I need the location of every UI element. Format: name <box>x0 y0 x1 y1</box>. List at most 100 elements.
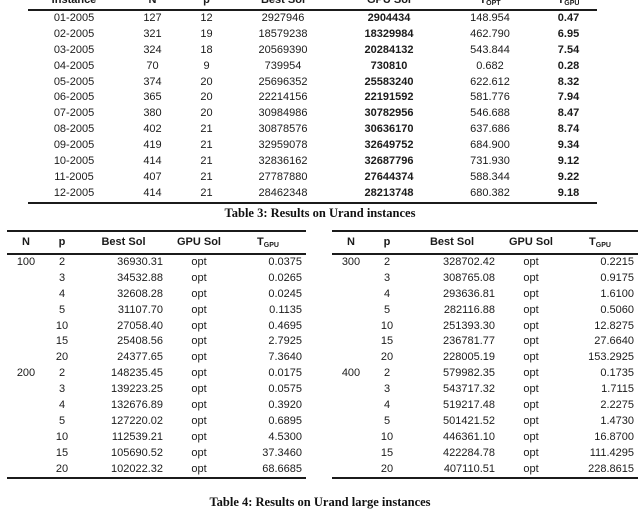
cell: opt <box>523 351 539 364</box>
table-row: 15 105690.52 opt 37.3460 <box>7 446 306 462</box>
cell: 8.74 <box>557 123 580 136</box>
cell: 3 <box>58 271 66 284</box>
cell: 2904434 <box>367 12 411 24</box>
table-row: 4 32608.28 opt 0.0245 <box>7 287 306 303</box>
cell <box>7 319 45 335</box>
cell: 32687796 <box>364 155 414 168</box>
cell <box>332 303 370 319</box>
table3-caption: Table 3: Results on Urand instances <box>224 206 416 220</box>
column-header: GPU Sol <box>366 0 411 6</box>
cell: 462.790 <box>470 27 510 40</box>
cell <box>7 350 45 366</box>
cell: 407110.51 <box>443 462 495 475</box>
cell: 15 <box>380 446 394 459</box>
table-row: 05-2005 374 20 25696352 25583240 622.612 8.32 <box>28 75 597 91</box>
cell: 20 <box>200 75 213 88</box>
cell: 01-2005 <box>53 12 95 24</box>
cell: 739954 <box>264 59 302 72</box>
table-row: 5 282116.88 opt 0.5060 <box>332 303 638 319</box>
cell <box>7 430 45 446</box>
table-row: 3 308765.08 opt 0.9175 <box>332 271 638 287</box>
cell: 148235.45 <box>111 367 163 380</box>
cell: 5 <box>383 414 391 427</box>
cell: 200 <box>16 367 36 380</box>
cell <box>7 462 45 478</box>
cell: 419 <box>143 139 162 152</box>
table-row: 11-2005 407 21 27787880 27644374 588.344 9.22 <box>28 170 597 186</box>
cell <box>332 319 370 335</box>
cell: 501421.52 <box>443 414 495 427</box>
cell: 20 <box>380 462 394 475</box>
cell: 20569390 <box>258 43 308 56</box>
cell: 9.22 <box>557 170 580 183</box>
cell: 8.32 <box>557 75 580 88</box>
table-row: 3 34532.88 opt 0.0265 <box>7 271 306 287</box>
cell <box>7 287 45 303</box>
cell: 380 <box>143 107 162 120</box>
cell: 2 <box>383 367 391 380</box>
column-header: TGPU <box>557 0 580 7</box>
cell: 25696352 <box>258 75 308 88</box>
table-row: 15 25408.56 opt 2.7925 <box>7 334 306 350</box>
table-row: 12-2005 414 21 28462348 28213748 680.382 9.18 <box>28 186 597 202</box>
cell: 06-2005 <box>53 91 95 104</box>
table-row: 10-2005 414 21 32836162 32687796 731.930 9.12 <box>28 154 597 170</box>
cell: 730810 <box>370 59 408 72</box>
cell: 27787880 <box>258 170 308 183</box>
cell: 0.9175 <box>600 271 634 284</box>
cell: 622.612 <box>470 75 510 88</box>
column-header: GPU Sol <box>176 236 221 248</box>
cell: 102022.32 <box>111 462 163 475</box>
column-header: Instance <box>51 0 97 6</box>
column-header: Best Sol <box>260 0 305 6</box>
cell: 731.930 <box>470 155 510 168</box>
cell: opt <box>191 462 207 475</box>
column-header: TGPU <box>589 236 611 249</box>
column-header: N <box>22 236 30 248</box>
cell: 543.844 <box>470 43 510 56</box>
cell: 2 <box>58 256 66 268</box>
cell: 05-2005 <box>53 75 95 88</box>
cell: 10 <box>380 430 394 443</box>
table-row: 300 2 328702.42 opt 0.2215 <box>332 255 638 271</box>
table-row: 20 407110.51 opt 228.8615 <box>332 462 638 478</box>
cell: opt <box>191 303 207 316</box>
cell <box>7 398 45 414</box>
cell: 21 <box>200 186 213 199</box>
cell: opt <box>523 335 539 348</box>
table-row: 10 112539.21 opt 4.5300 <box>7 430 306 446</box>
cell: 37.3460 <box>262 446 302 459</box>
cell: 579982.35 <box>443 367 495 380</box>
cell: 30782956 <box>364 107 414 120</box>
table-body: 300 2 328702.42 opt 0.2215 3 308765.08 opt 0.917… <box>332 255 638 477</box>
cell: 32836162 <box>258 155 308 168</box>
cell <box>332 382 370 398</box>
cell: 20 <box>55 351 69 364</box>
table-row: 15 422284.78 opt 111.4295 <box>332 446 638 462</box>
cell: 9.18 <box>557 186 580 199</box>
cell: 27058.40 <box>117 319 163 332</box>
cell <box>7 334 45 350</box>
cell: 236781.77 <box>443 335 495 348</box>
cell: 139223.25 <box>111 383 163 396</box>
table-row: 100 2 36930.31 opt 0.0375 <box>7 255 306 271</box>
cell: 21 <box>200 170 213 183</box>
cell: 414 <box>143 186 162 199</box>
cell: 21 <box>200 123 213 136</box>
cell: 22214156 <box>258 91 308 104</box>
table-row: 4 519217.48 opt 2.2275 <box>332 398 638 414</box>
cell: opt <box>523 287 539 300</box>
table-row: 01-2005 127 12 2927946 2904434 148.954 0.47 <box>28 11 597 27</box>
cell: opt <box>191 399 207 412</box>
cell: 308765.08 <box>443 271 495 284</box>
cell: 228.8615 <box>588 462 634 475</box>
cell <box>7 271 45 287</box>
cell: 407 <box>143 170 162 183</box>
cell: opt <box>523 256 539 268</box>
cell: 0.0265 <box>268 271 302 284</box>
cell: 68.6685 <box>262 462 302 475</box>
cell: 4 <box>383 287 391 300</box>
column-header: TOPT <box>479 0 501 7</box>
